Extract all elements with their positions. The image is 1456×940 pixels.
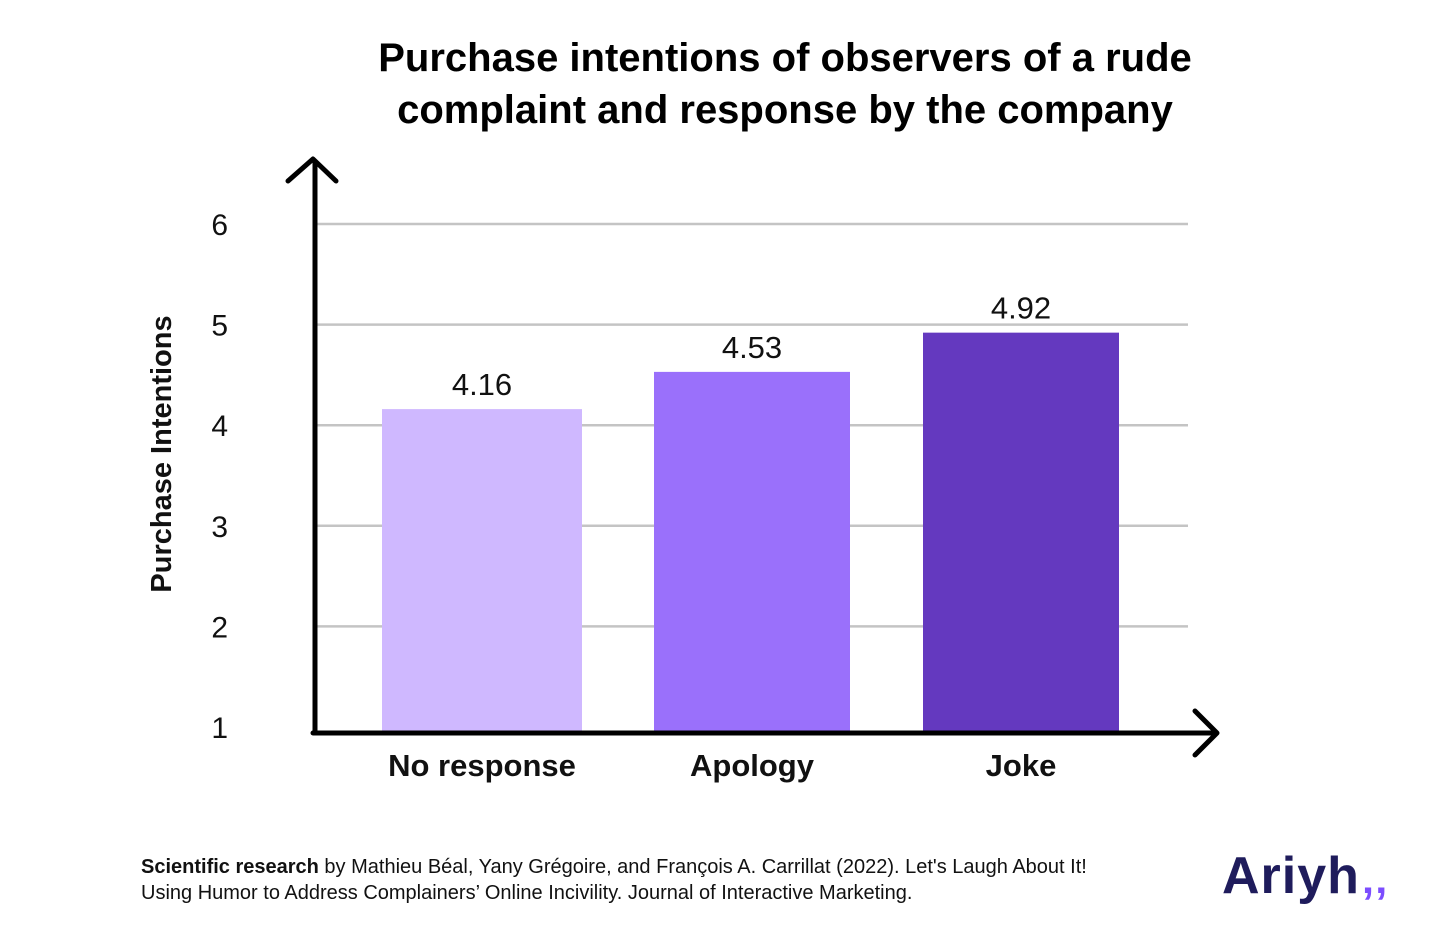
citation-line-1: Scientific research by Mathieu Béal, Yan… — [141, 854, 1201, 880]
bar-value-label: 4.92 — [991, 291, 1051, 326]
x-category-label: Joke — [986, 748, 1057, 783]
logo-text: Ariyh — [1222, 847, 1360, 905]
y-tick-label: 3 — [211, 511, 228, 544]
bar — [382, 409, 582, 733]
chart-title-line-1: Purchase intentions of observers of a ru… — [378, 36, 1192, 80]
chart-title: Purchase intentions of observers of a ru… — [300, 32, 1270, 136]
y-tick-label: 4 — [211, 410, 228, 443]
y-tick-label: 1 — [211, 712, 228, 745]
x-axis-arrowhead — [1192, 708, 1220, 758]
bar-chart: 1 2 3 4 5 6 4.16 No response 4.53 Apology 4.92 Joke… — [146, 156, 1220, 783]
citation-line-1-rest: by Mathieu Béal, Yany Grégoire, and Fran… — [318, 856, 1087, 878]
y-axis-arrowhead — [285, 156, 339, 184]
y-tick-label: 5 — [211, 310, 228, 343]
y-axis-title: Purchase Intentions — [146, 315, 178, 592]
y-tick-label: 2 — [211, 611, 228, 644]
citation-line-2: Using Humor to Address Complainers’ Onli… — [141, 882, 913, 904]
bar-value-label: 4.16 — [452, 367, 512, 402]
x-category-label: No response — [388, 748, 576, 783]
logo-quote-mark-icon: ‚‚ — [1361, 854, 1389, 903]
y-tick-label: 6 — [211, 209, 228, 242]
bar — [654, 371, 850, 733]
ariyh-logo: Ariyh‚‚ — [1222, 846, 1388, 909]
citation-bold-lead: Scientific research — [141, 856, 319, 878]
x-category-label: Apology — [690, 748, 815, 783]
chart-title-line-2: complaint and response by the company — [397, 88, 1173, 132]
bar-value-label: 4.53 — [722, 330, 782, 365]
bar — [923, 332, 1119, 733]
citation: Scientific research by Mathieu Béal, Yan… — [141, 854, 1201, 906]
